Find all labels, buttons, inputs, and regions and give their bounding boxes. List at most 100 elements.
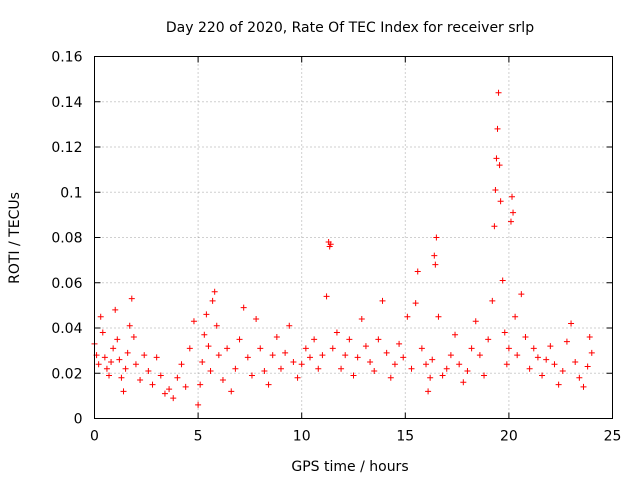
data-point [568,320,575,327]
data-point [329,345,336,352]
data-point [124,349,131,356]
data-point [298,361,305,368]
data-point [97,313,104,320]
data-point [414,268,421,275]
data-point [580,383,587,390]
data-point [518,291,525,298]
data-point [286,322,293,329]
grid-lines [94,56,613,419]
data-point [128,295,135,302]
data-point [170,395,177,402]
data-point [174,374,181,381]
data-point [452,331,459,338]
data-point [178,361,185,368]
data-point [182,383,189,390]
data-point [505,345,512,352]
data-point [396,340,403,347]
data-point [137,377,144,384]
data-point [507,218,514,225]
data-point [522,334,529,341]
data-point [311,336,318,343]
x-axis-label: GPS time / hours [291,459,408,475]
data-point [497,198,504,205]
data-point [408,365,415,372]
data-point [427,374,434,381]
data-points [91,89,595,408]
data-point [99,329,106,336]
data-point [563,338,570,345]
data-point [282,349,289,356]
data-point [103,365,110,372]
data-point [269,352,276,359]
data-point [443,365,450,372]
data-point [476,352,483,359]
data-point [166,386,173,393]
data-point [481,372,488,379]
data-point [203,311,210,318]
data-point [273,334,280,341]
data-point [514,352,521,359]
data-point [244,354,251,361]
data-point [186,345,193,352]
data-point [248,372,255,379]
data-point [367,358,374,365]
data-point [404,313,411,320]
data-point [586,334,593,341]
data-point [213,322,220,329]
data-point [489,297,496,304]
data-point [228,388,235,395]
data-point [130,334,137,341]
data-point [302,345,309,352]
data-point [199,358,206,365]
data-point [95,361,102,368]
data-point [205,343,212,350]
data-point [412,300,419,307]
data-point [118,374,125,381]
data-point [201,331,208,338]
data-point [456,361,463,368]
x-tick-label: 5 [194,429,203,445]
plot-frame [94,56,613,419]
data-point [224,345,231,352]
data-point [551,361,558,368]
x-tick-label: 15 [396,429,414,445]
data-point [354,354,361,361]
y-tick-label: 0.06 [51,276,82,292]
data-point [240,304,247,311]
data-point [290,358,297,365]
y-tick-label: 0.08 [51,231,82,247]
data-point [379,297,386,304]
data-point [429,356,436,363]
data-point [277,365,284,372]
data-point [503,361,510,368]
data-point [433,234,440,241]
data-point [110,345,117,352]
y-tick-label: 0.04 [51,321,82,337]
data-point [219,377,226,384]
data-point [526,365,533,372]
data-point [145,367,152,374]
data-point [101,354,108,361]
data-point [435,313,442,320]
data-point [375,336,382,343]
data-point [195,401,202,408]
x-tick-label: 10 [293,429,311,445]
data-point [510,209,517,216]
data-point [468,345,475,352]
data-point [350,372,357,379]
data-point [112,306,119,313]
data-point [114,336,121,343]
data-point [495,89,502,96]
data-point [492,186,499,193]
data-point [496,162,503,169]
y-tick-label: 0.1 [60,185,82,201]
y-axis-label: ROTI / TECUs [7,192,23,284]
data-point [534,354,541,361]
data-point [236,336,243,343]
data-point [391,361,398,368]
data-point [215,352,222,359]
data-point [371,367,378,374]
data-point [190,318,197,325]
data-point [209,297,216,304]
